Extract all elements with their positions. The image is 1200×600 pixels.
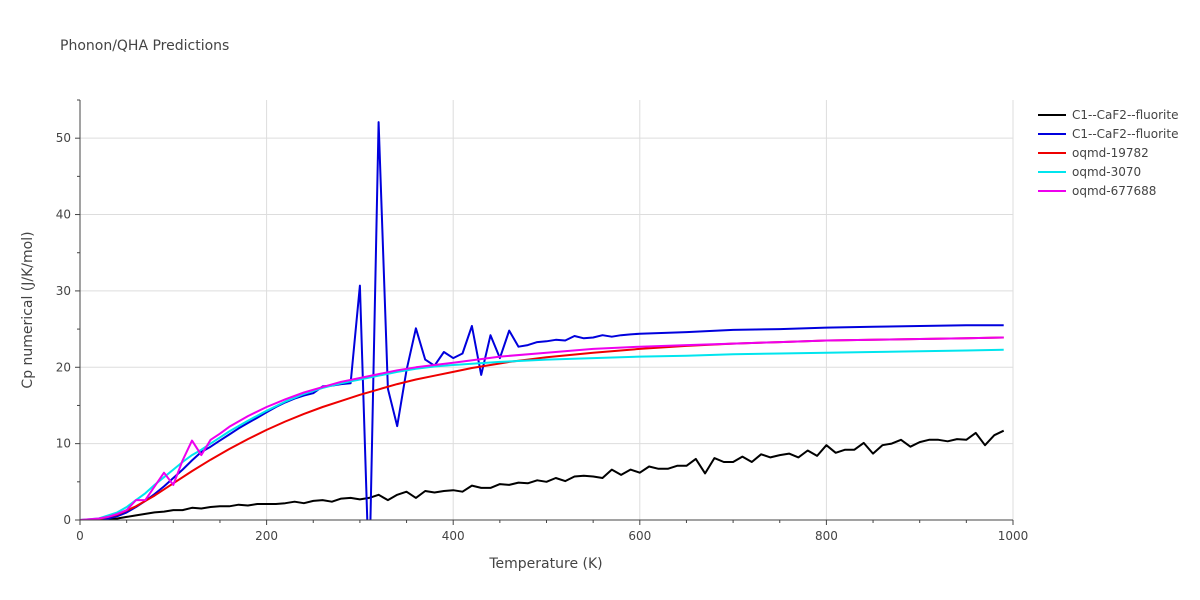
x-tick-label: 0: [76, 529, 84, 543]
x-tick-label: 1000: [998, 529, 1029, 543]
legend-label: oqmd-3070: [1072, 165, 1141, 179]
y-tick-label: 0: [63, 513, 71, 527]
y-tick-label: 50: [56, 131, 71, 145]
legend-label: oqmd-19782: [1072, 146, 1149, 160]
series-line-3: [80, 336, 1004, 520]
y-axis-title: Cp numerical (J/K/mol): [20, 231, 36, 388]
x-tick-label: 400: [442, 529, 465, 543]
y-tick-label: 40: [56, 208, 71, 222]
legend-item: C1--CaF2--fluorite: [1038, 127, 1178, 141]
y-tick-label: 10: [56, 437, 71, 451]
y-tick-label: 20: [56, 360, 71, 374]
y-tick-label: 30: [56, 284, 71, 298]
axes: 0 200 400 600 800 1000 0 10 20 30 40 50: [56, 99, 1029, 543]
legend-label: C1--CaF2--fluorite: [1072, 108, 1178, 122]
x-axis-title: Temperature (K): [488, 556, 602, 572]
legend: C1--CaF2--fluorite C1--CaF2--fluorite oqmd…: [1038, 108, 1178, 198]
grid-lines: [80, 100, 1014, 520]
legend-label: C1--CaF2--fluorite: [1072, 127, 1178, 141]
series-line-2: [80, 121, 1004, 520]
plot-area: [80, 121, 1005, 520]
legend-label: oqmd-677688: [1072, 184, 1156, 198]
x-tick-label: 200: [255, 529, 278, 543]
legend-item: oqmd-19782: [1038, 146, 1149, 160]
series-line-1: [80, 429, 1005, 520]
legend-item: C1--CaF2--fluorite: [1038, 108, 1178, 122]
x-tick-label: 600: [628, 529, 651, 543]
legend-item: oqmd-677688: [1038, 184, 1156, 198]
chart-title: Phonon/QHA Predictions: [60, 38, 229, 54]
series-line-5: [80, 336, 1004, 520]
x-tick-label: 800: [815, 529, 838, 543]
legend-item: oqmd-3070: [1038, 165, 1141, 179]
